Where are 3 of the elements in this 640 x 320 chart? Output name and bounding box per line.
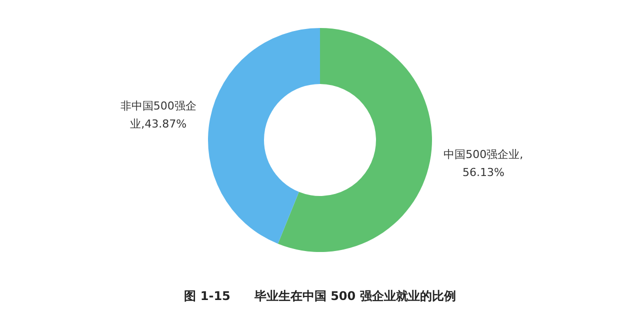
slice-label: 中国500强企业,56.13% <box>444 148 524 179</box>
slice-label: 非中国500强企业,43.87% <box>120 100 196 131</box>
text: 图 1-15 毕业生在中国 500 强企业就业的比例 <box>183 288 457 305</box>
